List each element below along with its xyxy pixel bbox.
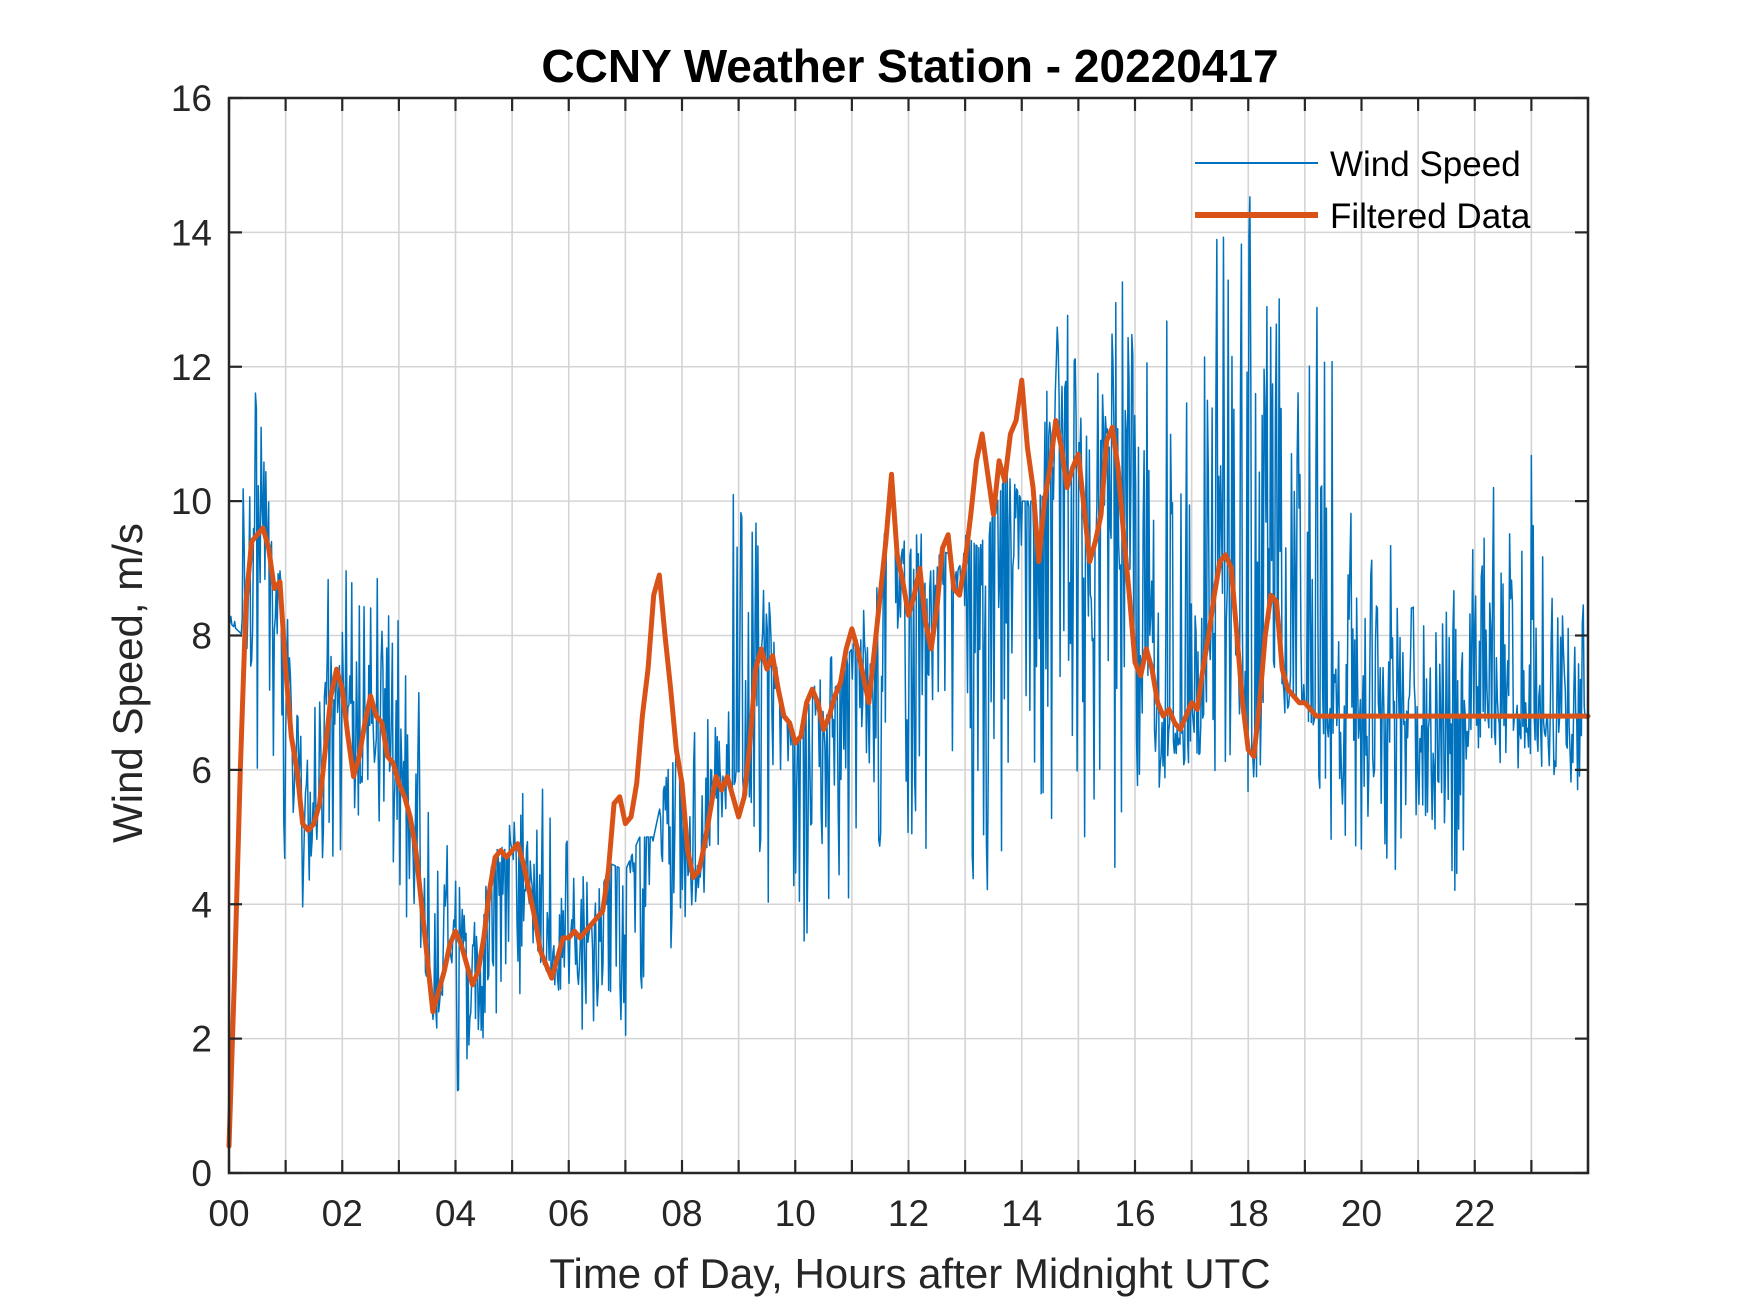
x-tick-label: 16: [1114, 1193, 1155, 1234]
y-tick-label: 14: [171, 212, 212, 253]
x-tick-label: 22: [1454, 1193, 1495, 1234]
y-tick-label: 10: [171, 481, 212, 522]
x-tick-label: 02: [322, 1193, 363, 1234]
y-tick-label: 4: [191, 884, 212, 925]
grid-lines: [229, 98, 1588, 1173]
x-tick-label: 06: [548, 1193, 589, 1234]
legend-label-wind-speed: Wind Speed: [1330, 145, 1521, 184]
chart-title: CCNY Weather Station - 20220417: [541, 40, 1278, 92]
x-tick-label: 14: [1001, 1193, 1042, 1234]
y-tick-label: 6: [191, 750, 212, 791]
y-tick-label: 2: [191, 1019, 212, 1060]
axis-ticks: [227, 96, 1590, 1175]
y-axis-label: Wind Speed, m/s: [104, 523, 151, 843]
x-tick-label: 04: [435, 1193, 476, 1234]
y-tick-label: 0: [191, 1153, 212, 1194]
x-tick-label: 00: [208, 1193, 249, 1234]
y-tick-label: 16: [171, 78, 212, 119]
series-line-wind-speed: [228, 196, 1589, 1092]
x-tick-label: 08: [661, 1193, 702, 1234]
legend: Wind Speed Filtered Data: [1195, 145, 1531, 236]
x-tick-label: 18: [1228, 1193, 1269, 1234]
series-layer: [226, 196, 1591, 1149]
series-line-filtered-data: [226, 377, 1591, 1149]
legend-label-filtered-data: Filtered Data: [1330, 197, 1531, 236]
y-tick-label: 12: [171, 347, 212, 388]
y-tick-label: 8: [191, 616, 212, 657]
x-axis-label: Time of Day, Hours after Midnight UTC: [549, 1250, 1270, 1297]
x-tick-label: 12: [888, 1193, 929, 1234]
x-tick-label: 20: [1341, 1193, 1382, 1234]
x-tick-label: 10: [775, 1193, 816, 1234]
